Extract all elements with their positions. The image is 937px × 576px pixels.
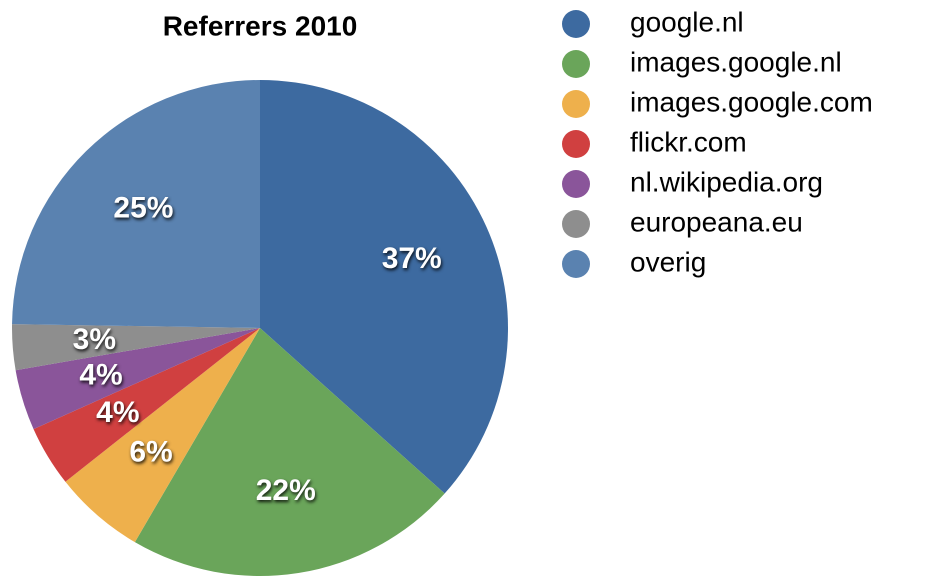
legend-swatch <box>562 210 590 238</box>
legend-label: google.nl <box>630 6 744 37</box>
pie-slice <box>134 328 445 576</box>
legend-swatch <box>562 10 590 38</box>
data-label: 6% <box>129 435 172 468</box>
pie-slice <box>11 324 260 371</box>
legend-label: nl.wikipedia.org <box>630 166 823 197</box>
pie-slice <box>65 328 260 543</box>
pie-slice <box>12 80 260 328</box>
legend-label: europeana.eu <box>630 206 803 237</box>
legend-label: images.google.com <box>630 86 873 117</box>
legend-swatch <box>562 250 590 278</box>
data-label: 4% <box>79 358 122 391</box>
legend-label: overig <box>630 246 706 277</box>
legend-swatch <box>562 50 590 78</box>
pie-slice <box>260 80 508 494</box>
pie-slice <box>15 328 260 430</box>
data-label: 3% <box>73 323 116 356</box>
legend-swatch <box>562 90 590 118</box>
data-label: 25% <box>113 192 173 225</box>
legend-label: images.google.nl <box>630 46 842 77</box>
data-label: 4% <box>96 396 139 429</box>
data-label: 37% <box>382 242 442 275</box>
data-label: 22% <box>256 474 316 507</box>
pie-slice <box>33 328 260 482</box>
legend-swatch <box>562 170 590 198</box>
chart-title: Referrers 2010 <box>163 10 358 41</box>
legend-label: flickr.com <box>630 126 747 157</box>
legend-swatch <box>562 130 590 158</box>
